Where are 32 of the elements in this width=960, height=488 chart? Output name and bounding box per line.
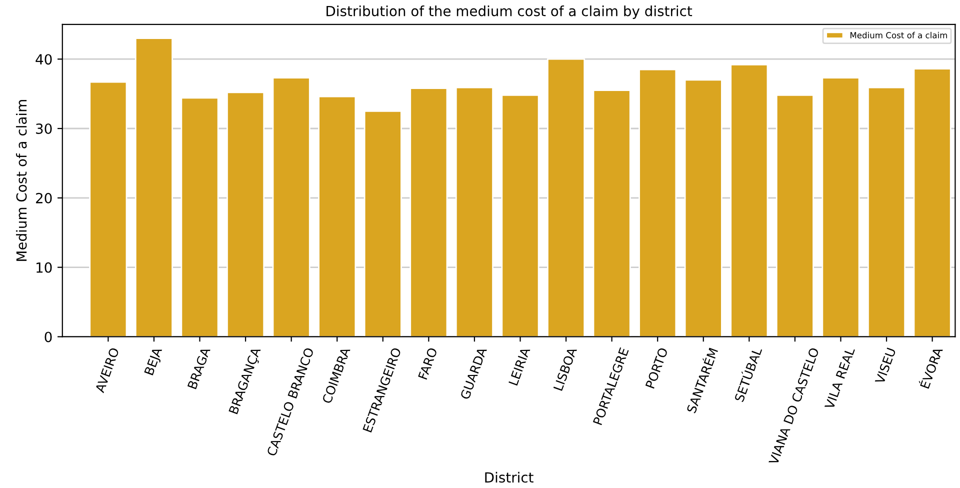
bar	[776, 94, 814, 337]
bar	[89, 81, 128, 337]
bar	[226, 92, 265, 337]
y-tick-label: 10	[36, 262, 52, 273]
bar	[730, 64, 768, 337]
x-axis-title: District	[485, 472, 534, 483]
bar	[684, 79, 722, 337]
y-tick-label: 20	[36, 192, 52, 204]
bar	[913, 68, 952, 337]
bar	[134, 38, 173, 337]
bar	[364, 110, 402, 337]
x-tick-label: VILA REAL	[824, 346, 855, 410]
bar	[547, 58, 586, 337]
bar	[410, 88, 448, 337]
bar	[592, 90, 631, 337]
y-tick-label: 0	[44, 332, 52, 342]
x-tick-label: VISEU	[874, 348, 896, 385]
x-tick-label: FARO	[418, 347, 438, 380]
y-tick-label: 40	[36, 54, 52, 65]
bar	[318, 96, 356, 337]
y-tick-label: 30	[36, 123, 52, 134]
bar	[272, 77, 310, 337]
x-tick-label: BEJA	[144, 346, 164, 376]
bar	[455, 86, 494, 337]
bar	[868, 86, 906, 337]
y-axis-title: Medium Cost of a claim	[16, 100, 27, 261]
bar	[180, 97, 219, 337]
bar	[638, 68, 677, 337]
bar	[501, 94, 540, 337]
bar	[822, 77, 860, 337]
legend-label: Medium Cost of a claim	[850, 32, 947, 38]
chart-title: Distribution of the medium cost of a claim by district	[326, 6, 692, 19]
